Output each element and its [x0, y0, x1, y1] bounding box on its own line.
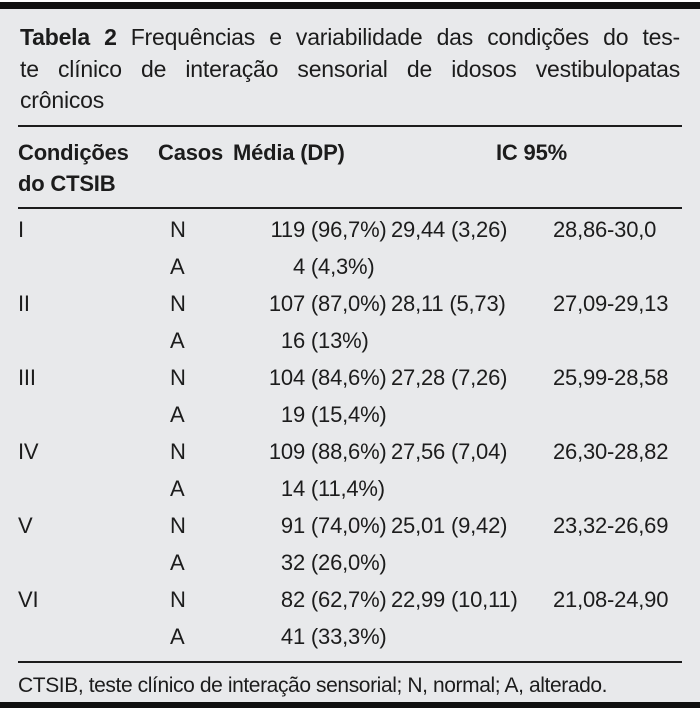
table-footnote: CTSIB, teste clínico de interação sensor…	[18, 673, 608, 697]
table-title-line1: Tabela 2 Frequências e variabilidade das …	[20, 22, 680, 54]
cell-count-n: 41	[280, 624, 305, 649]
cell-count: 91 (74,0%)	[233, 513, 387, 539]
cell-count: 82 (62,7%)	[233, 587, 387, 613]
cell-ic95: 27,09-29,13	[553, 291, 669, 316]
cell-media-dp: 27,28 (7,26)	[391, 365, 508, 390]
cell-caso: N	[170, 365, 186, 390]
cell-count-pct: (88,6%)	[310, 439, 387, 464]
table-title-text: Frequências e variabilidade das condiçõe…	[130, 24, 680, 50]
header-condicoes: Condições do CTSIB	[18, 137, 158, 199]
table-row: A 41 (33,3%)	[18, 619, 680, 656]
header-ic95: IC 95%	[496, 139, 567, 165]
footer-rule	[18, 660, 682, 663]
cell-count-pct: (11,4%)	[310, 476, 385, 501]
cell-caso: N	[170, 513, 186, 538]
cell-condition: II	[18, 291, 30, 316]
header-top-rule	[18, 124, 682, 127]
cell-caso: A	[170, 550, 185, 575]
table-row: VI N 82 (62,7%) 22,99 (10,11) 21,08-24,9…	[18, 582, 680, 619]
cell-caso: N	[170, 291, 186, 316]
cell-condition: IV	[18, 439, 39, 464]
cell-count-pct: (62,7%)	[310, 587, 387, 612]
header-casos: Casos	[158, 139, 224, 165]
table-row: V N 91 (74,0%) 25,01 (9,42) 23,32-26,69	[18, 508, 680, 545]
cell-caso: A	[170, 328, 185, 353]
cell-count: 119 (96,7%)	[233, 217, 387, 243]
table-row: A 14 (11,4%)	[18, 471, 680, 508]
cell-count: 109 (88,6%)	[233, 439, 387, 465]
cell-ic95: 28,86-30,0	[553, 217, 657, 242]
cell-caso: A	[170, 476, 185, 501]
table-row: A 19 (15,4%)	[18, 397, 680, 434]
cell-count-pct: (4,3%)	[310, 254, 375, 279]
cell-count: 107 (87,0%)	[233, 291, 387, 317]
table-row: IV N 109 (88,6%) 27,56 (7,04) 26,30-28,8…	[18, 434, 680, 471]
cell-count-n: 4	[292, 254, 305, 279]
cell-media-dp: 28,11 (5,73)	[391, 291, 506, 316]
table-number-label: Tabela 2	[20, 24, 117, 50]
cell-ic95: 25,99-28,58	[553, 365, 669, 390]
cell-condition: I	[18, 217, 24, 242]
cell-count-pct: (26,0%)	[310, 550, 387, 575]
header-condicoes-line1: Condições	[18, 139, 129, 165]
cell-count: 4 (4,3%)	[233, 254, 383, 280]
cell-condition: III	[18, 365, 36, 390]
cell-count-pct: (74,0%)	[310, 513, 387, 538]
cell-count-pct: (96,7%)	[310, 217, 387, 242]
table-row: I N 119 (96,7%) 29,44 (3,26) 28,86-30,0	[18, 212, 680, 249]
cell-media-dp: 25,01 (9,42)	[391, 513, 508, 538]
cell-caso: N	[170, 217, 186, 242]
cell-count: 41 (33,3%)	[233, 624, 387, 650]
cell-count: 19 (15,4%)	[233, 402, 387, 428]
top-black-bar	[0, 2, 700, 9]
cell-caso: N	[170, 587, 186, 612]
cell-count-n: 104	[268, 365, 305, 390]
header-condicoes-line2: do CTSIB	[18, 170, 116, 196]
cell-ic95: 21,08-24,90	[553, 587, 669, 612]
cell-ic95: 23,32-26,69	[553, 513, 669, 538]
bottom-black-bar	[0, 702, 700, 708]
cell-media-dp: 29,44 (3,26)	[391, 217, 508, 242]
cell-media-dp: 27,56 (7,04)	[391, 439, 508, 464]
cell-count-n: 16	[280, 328, 305, 353]
table-row: A 4 (4,3%)	[18, 249, 680, 286]
cell-count-n: 19	[280, 402, 305, 427]
table-row: A 16 (13%)	[18, 323, 680, 360]
cell-caso: A	[170, 254, 185, 279]
cell-count-n: 91	[280, 513, 305, 538]
table-body: I N 119 (96,7%) 29,44 (3,26) 28,86-30,0 …	[0, 209, 700, 656]
cell-condition: V	[18, 513, 33, 538]
table-header-row: Condições do CTSIB Casos Média (DP) IC 9…	[0, 127, 700, 207]
cell-count: 14 (11,4%)	[233, 476, 385, 502]
table-row: III N 104 (84,6%) 27,28 (7,26) 25,99-28,…	[18, 360, 680, 397]
cell-count-pct: (87,0%)	[310, 291, 387, 316]
cell-count-n: 14	[280, 476, 305, 501]
cell-caso: N	[170, 439, 186, 464]
cell-count: 16 (13%)	[233, 328, 383, 354]
cell-media-dp: 22,99 (10,11)	[391, 587, 518, 612]
table-row: II N 107 (87,0%) 28,11 (5,73) 27,09-29,1…	[18, 286, 680, 323]
cell-count-n: 82	[280, 587, 305, 612]
cell-count-n: 107	[268, 291, 305, 316]
cell-count: 104 (84,6%)	[233, 365, 387, 391]
cell-count-pct: (84,6%)	[310, 365, 387, 390]
cell-count: 32 (26,0%)	[233, 550, 387, 576]
table-title-line3: crônicos	[20, 87, 105, 113]
header-media-dp: Média (DP)	[233, 139, 345, 165]
cell-count-pct: (33,3%)	[310, 624, 387, 649]
table-title-line2: te clínico de interação sensorial de ido…	[20, 55, 680, 82]
cell-count-pct: (15,4%)	[310, 402, 387, 427]
table-title: Tabela 2 Frequências e variabilidade das …	[0, 9, 700, 117]
cell-ic95: 26,30-28,82	[553, 439, 669, 464]
header-bottom-rule	[18, 206, 682, 209]
cell-count-n: 32	[280, 550, 305, 575]
cell-count-n: 109	[268, 439, 305, 464]
cell-count-pct: (13%)	[310, 328, 369, 353]
cell-condition: VI	[18, 587, 39, 612]
cell-count-n: 119	[270, 217, 306, 242]
table-row: A 32 (26,0%)	[18, 545, 680, 582]
cell-caso: A	[170, 402, 185, 427]
cell-caso: A	[170, 624, 185, 649]
